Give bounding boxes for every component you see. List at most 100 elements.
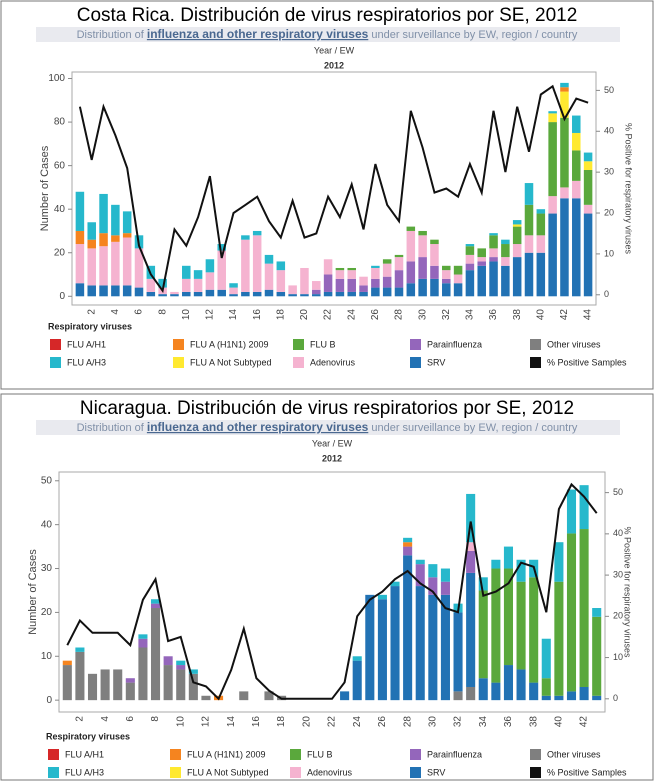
bar-segment: [536, 209, 546, 214]
bar-segment: [541, 638, 551, 679]
x-tick-label: 28: [394, 309, 405, 321]
bar-segment: [99, 285, 108, 297]
bar-segment: [158, 278, 167, 288]
bar-segment: [430, 278, 439, 297]
x-tick-label: 34: [465, 309, 476, 321]
x-tick-label: 2: [86, 309, 97, 315]
bar-segment: [403, 546, 413, 556]
y-tick-label: 80: [54, 117, 66, 128]
x-tick-label: 40: [554, 716, 565, 728]
bar-segment: [418, 235, 427, 258]
x-tick-label: 2: [75, 716, 86, 722]
legend-swatch: [410, 339, 421, 350]
x-tick-label: 12: [201, 716, 212, 728]
bar-segment: [229, 287, 238, 295]
bar-segment: [217, 289, 226, 297]
y-tick-label: 0: [59, 291, 65, 302]
bar-segment: [478, 590, 488, 679]
bar-segment: [440, 581, 450, 595]
bar-segment: [466, 686, 476, 701]
bar-segment: [403, 542, 413, 547]
bar-segment: [87, 673, 98, 701]
legend-swatch: [173, 357, 184, 368]
bar-segment: [403, 537, 413, 543]
bar-segment: [100, 669, 110, 701]
x-tick-label: 30: [427, 716, 438, 728]
bar-segment: [138, 634, 148, 639]
bar-segment: [491, 568, 501, 683]
x-tick-label: 18: [275, 309, 286, 321]
y-tick-label: 50: [41, 475, 53, 486]
subtitle-band: [36, 420, 620, 435]
bar-segment: [560, 117, 569, 188]
y-tick-label: 60: [54, 160, 66, 171]
legend-title: Respiratory viruses: [46, 731, 130, 741]
x-tick-label: 30: [417, 309, 428, 321]
subtitle-part: under surveillance by EW, region / count…: [368, 422, 578, 434]
legend-label: % Positive Samples: [547, 767, 627, 777]
bar-segment: [415, 559, 425, 565]
bar-segment: [75, 191, 85, 231]
bar-segment: [501, 265, 510, 297]
x-tick-label: 14: [226, 716, 237, 728]
x-tick-label: 4: [100, 716, 111, 722]
bar-segment: [466, 572, 476, 687]
bar-segment: [566, 489, 577, 534]
bar-segment: [176, 665, 186, 670]
bar-segment: [548, 213, 557, 297]
legend-label: FLU A/H3: [65, 767, 104, 777]
bar-segment: [217, 250, 226, 290]
x-tick-label: 32: [453, 716, 464, 728]
bar-segment: [111, 204, 120, 236]
bar-segment: [453, 265, 463, 275]
legend-label: FLU A Not Subtyped: [190, 357, 272, 367]
bar-segment: [572, 115, 581, 133]
bar-segment: [428, 577, 438, 595]
bar-segment: [572, 180, 581, 199]
x-header: Year / EW: [312, 438, 353, 448]
bar-segment: [163, 665, 173, 701]
bar-segment: [134, 287, 144, 297]
bar-segment: [241, 291, 250, 297]
bar-segment: [99, 233, 108, 247]
bar-segment: [276, 261, 286, 271]
bar-segment: [288, 285, 297, 295]
bar-segment: [382, 259, 392, 264]
bar-segment: [323, 291, 333, 297]
bar-segment: [300, 294, 309, 297]
legend-label: FLU B: [307, 749, 333, 759]
x-tick-label: 34: [478, 716, 489, 728]
x-tick-label: 26: [377, 716, 388, 728]
bar-segment: [276, 270, 286, 292]
x-tick-label: 38: [512, 309, 523, 321]
legend-swatch: [530, 767, 541, 778]
x-tick-label: 12: [205, 309, 216, 321]
bar-segment: [583, 204, 593, 214]
bar-segment: [524, 252, 534, 297]
bar-segment: [188, 669, 198, 674]
x-tick-label: 16: [252, 309, 263, 321]
bar-segment: [347, 278, 356, 292]
bar-segment: [229, 294, 238, 297]
bar-segment: [146, 291, 156, 297]
bar-segment: [560, 198, 569, 297]
bar-segment: [99, 246, 108, 286]
bar-segment: [371, 278, 380, 288]
bar-segment: [335, 270, 345, 279]
bar-segment: [75, 647, 85, 652]
legend-swatch: [410, 767, 421, 778]
bar-segment: [512, 220, 522, 225]
bar-segment: [264, 263, 274, 290]
legend-swatch: [410, 749, 421, 760]
bar-segment: [465, 270, 475, 297]
bar-segment: [418, 278, 427, 297]
bar-segment: [453, 283, 463, 297]
x-tick-label: 10: [175, 716, 186, 728]
bar-segment: [592, 608, 602, 617]
chart-title: Costa Rica. Distribución de virus respir…: [77, 5, 578, 26]
bar-segment: [75, 244, 85, 284]
bar-segment: [442, 270, 451, 279]
bar-segment: [440, 568, 450, 582]
bar-segment: [359, 276, 368, 286]
x-tick-label: 28: [402, 716, 413, 728]
